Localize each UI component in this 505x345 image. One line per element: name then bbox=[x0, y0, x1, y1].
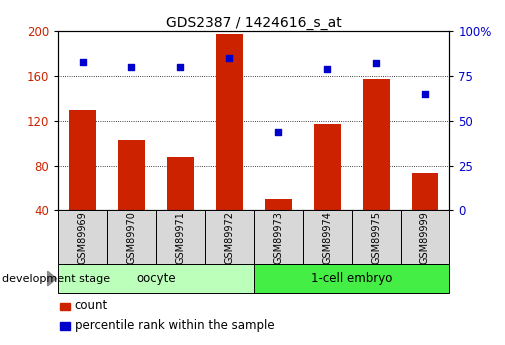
Point bbox=[323, 66, 331, 71]
Text: count: count bbox=[75, 299, 108, 312]
Text: GSM89971: GSM89971 bbox=[175, 211, 185, 264]
Bar bbox=[216, 34, 243, 210]
Bar bbox=[61, 303, 70, 310]
Point bbox=[176, 64, 184, 70]
Bar bbox=[254, 264, 449, 293]
Text: GSM89975: GSM89975 bbox=[371, 211, 381, 264]
Title: GDS2387 / 1424616_s_at: GDS2387 / 1424616_s_at bbox=[166, 16, 342, 30]
Point bbox=[127, 64, 135, 70]
Bar bbox=[58, 264, 254, 293]
Bar bbox=[254, 210, 302, 264]
Text: 1-cell embryo: 1-cell embryo bbox=[311, 272, 392, 285]
Bar bbox=[351, 210, 400, 264]
Bar bbox=[107, 210, 156, 264]
Polygon shape bbox=[47, 271, 57, 286]
Text: GSM89999: GSM89999 bbox=[420, 211, 430, 264]
Text: oocyte: oocyte bbox=[136, 272, 176, 285]
Text: GSM89970: GSM89970 bbox=[126, 211, 136, 264]
Bar bbox=[302, 210, 351, 264]
Bar bbox=[205, 210, 254, 264]
Point bbox=[372, 61, 380, 66]
Text: GSM89972: GSM89972 bbox=[224, 211, 234, 264]
Point bbox=[78, 59, 86, 64]
Text: GSM89974: GSM89974 bbox=[322, 211, 332, 264]
Point bbox=[421, 91, 429, 97]
Point bbox=[274, 129, 282, 134]
Bar bbox=[400, 210, 449, 264]
Bar bbox=[412, 174, 438, 210]
Text: development stage: development stage bbox=[2, 274, 110, 284]
Text: GSM89973: GSM89973 bbox=[273, 211, 283, 264]
Bar bbox=[167, 157, 194, 210]
Bar bbox=[156, 210, 205, 264]
Point bbox=[225, 55, 233, 61]
Bar bbox=[61, 323, 70, 330]
Bar bbox=[118, 140, 145, 210]
Bar bbox=[314, 124, 340, 210]
Text: GSM89969: GSM89969 bbox=[78, 211, 87, 264]
Bar bbox=[265, 199, 292, 210]
Bar bbox=[363, 79, 389, 210]
Text: percentile rank within the sample: percentile rank within the sample bbox=[75, 319, 274, 332]
Bar bbox=[58, 210, 107, 264]
Bar bbox=[69, 110, 96, 210]
